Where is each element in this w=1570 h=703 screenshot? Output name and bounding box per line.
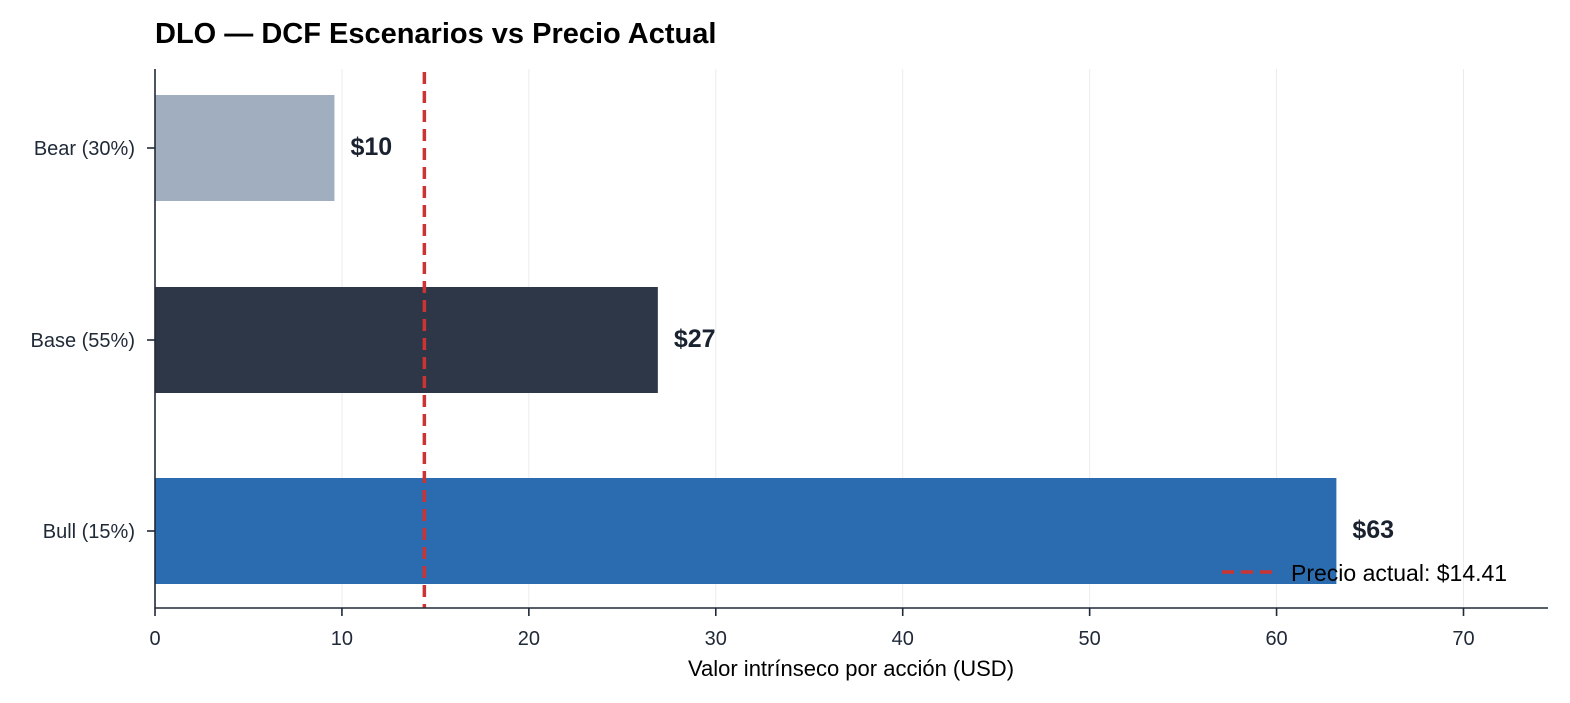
x-tick-label: 0	[149, 628, 160, 650]
bar-data-label: $27	[674, 325, 716, 353]
x-axis-label: Valor intrínseco por acción (USD)	[688, 656, 1014, 681]
y-category-label: Bear (30%)	[34, 138, 135, 160]
legend-reference-label: Precio actual: $14.41	[1291, 560, 1507, 586]
x-tick-label: 20	[518, 628, 540, 650]
bars	[155, 95, 1337, 584]
chart-title: DLO — DCF Escenarios vs Precio Actual	[155, 18, 716, 50]
bar-data-label: $10	[350, 133, 392, 161]
bar	[155, 478, 1337, 584]
x-tick-label: 10	[331, 628, 353, 650]
x-tick-label: 60	[1265, 628, 1287, 650]
bar	[155, 95, 335, 201]
grid-lines	[341, 69, 1464, 608]
x-tick-label: 50	[1079, 628, 1101, 650]
x-tick-label: 40	[892, 628, 914, 650]
bar	[155, 287, 658, 393]
bar-data-label: $63	[1352, 516, 1394, 544]
data-labels: $10 $27 $63	[350, 133, 1394, 544]
axes	[154, 69, 1548, 609]
ticks: 0 10 20 30 40 50 60 70 Bear (30%) Base (55%) Bull …	[31, 138, 1475, 650]
x-tick-label: 30	[705, 628, 727, 650]
y-category-label: Bull (15%)	[43, 521, 135, 543]
legend: Precio actual: $14.41	[1222, 560, 1507, 586]
y-category-label: Base (55%)	[31, 330, 136, 352]
x-tick-label: 70	[1452, 628, 1474, 650]
